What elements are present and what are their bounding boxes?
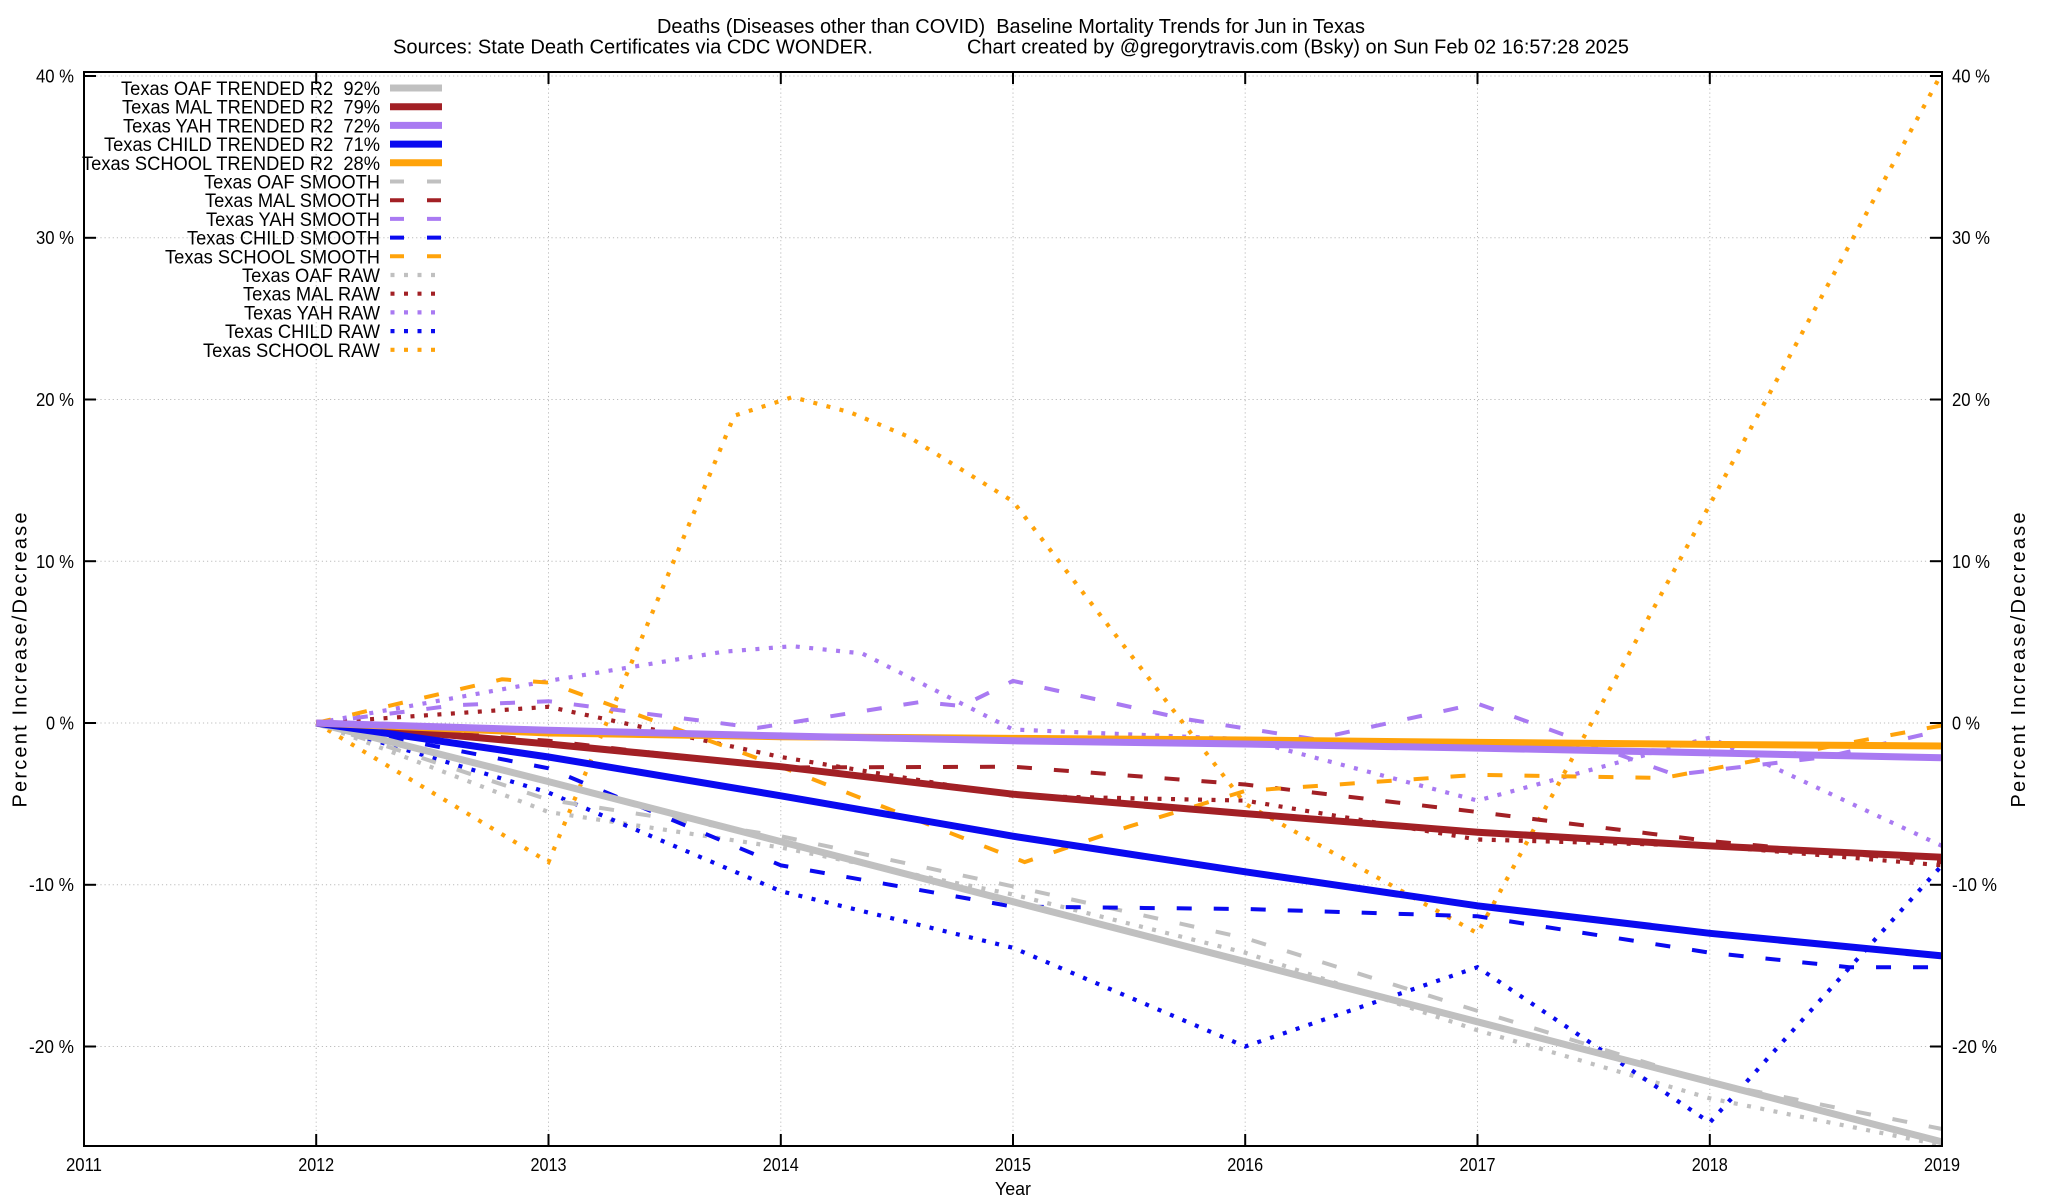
svg-text:Texas MAL SMOOTH: Texas MAL SMOOTH [205, 191, 380, 212]
svg-text:Percent Increase/Decrease: Percent Increase/Decrease [2008, 513, 2030, 808]
svg-text:2012: 2012 [298, 1155, 334, 1175]
svg-text:2014: 2014 [763, 1155, 799, 1175]
svg-text:0 %: 0 % [46, 714, 74, 734]
svg-text:30 %: 30 % [1952, 228, 1990, 248]
svg-text:2017: 2017 [1460, 1155, 1496, 1175]
svg-text:2016: 2016 [1227, 1155, 1263, 1175]
svg-text:Texas YAH TRENDED R2 72%: Texas YAH TRENDED R2 72% [123, 116, 380, 137]
svg-text:2015: 2015 [995, 1155, 1031, 1175]
svg-text:2013: 2013 [531, 1155, 567, 1175]
svg-text:Texas SCHOOL TRENDED R2 28%: Texas SCHOOL TRENDED R2 28% [82, 154, 380, 175]
svg-text:40 %: 40 % [1952, 67, 1990, 87]
svg-text:-10 %: -10 % [1952, 875, 1997, 895]
svg-text:Texas YAH RAW: Texas YAH RAW [244, 303, 380, 324]
svg-text:Texas OAF TRENDED R2 92%: Texas OAF TRENDED R2 92% [121, 79, 380, 100]
svg-text:-10 %: -10 % [29, 875, 74, 895]
svg-text:Texas MAL TRENDED R2 79%: Texas MAL TRENDED R2 79% [122, 98, 380, 119]
svg-text:Year: Year [995, 1179, 1031, 1199]
svg-text:30 %: 30 % [36, 228, 74, 248]
svg-text:Percent Increase/Decrease: Percent Increase/Decrease [10, 513, 32, 808]
svg-text:Chart created by @gregorytravi: Chart created by @gregorytravis.com (Bsk… [967, 37, 1629, 59]
svg-text:Texas SCHOOL SMOOTH: Texas SCHOOL SMOOTH [165, 247, 380, 268]
svg-text:Texas OAF RAW: Texas OAF RAW [242, 266, 380, 287]
svg-text:0 %: 0 % [1952, 714, 1980, 734]
svg-text:2018: 2018 [1692, 1155, 1728, 1175]
svg-text:Sources: State Death Certifica: Sources: State Death Certificates via CD… [393, 37, 873, 59]
svg-text:-20 %: -20 % [29, 1037, 74, 1057]
svg-text:Texas SCHOOL RAW: Texas SCHOOL RAW [203, 341, 380, 362]
svg-text:Texas CHILD TRENDED R2 71%: Texas CHILD TRENDED R2 71% [104, 135, 380, 156]
svg-text:10 %: 10 % [36, 552, 74, 572]
svg-text:20 %: 20 % [1952, 390, 1990, 410]
svg-text:20 %: 20 % [36, 390, 74, 410]
svg-text:Texas CHILD SMOOTH: Texas CHILD SMOOTH [187, 229, 380, 250]
svg-text:2019: 2019 [1924, 1155, 1960, 1175]
svg-text:-20 %: -20 % [1952, 1037, 1997, 1057]
svg-text:2011: 2011 [66, 1155, 102, 1175]
svg-text:Deaths (Diseases other than CO: Deaths (Diseases other than COVID) Basel… [657, 16, 1365, 38]
svg-text:Texas YAH SMOOTH: Texas YAH SMOOTH [206, 210, 380, 231]
svg-text:Texas OAF SMOOTH: Texas OAF SMOOTH [204, 173, 380, 194]
svg-text:10 %: 10 % [1952, 552, 1990, 572]
svg-text:40 %: 40 % [36, 67, 74, 87]
svg-text:Texas MAL RAW: Texas MAL RAW [243, 285, 380, 306]
svg-text:Texas CHILD RAW: Texas CHILD RAW [225, 322, 380, 343]
